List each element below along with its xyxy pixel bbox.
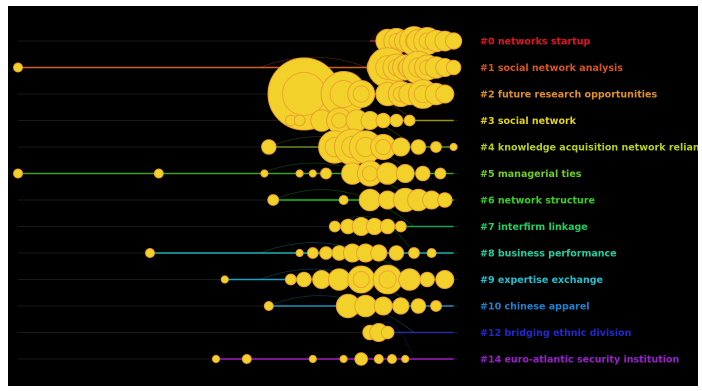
citation-nodes (13, 26, 463, 366)
citation-node[interactable] (312, 270, 332, 289)
citation-node[interactable] (449, 142, 458, 152)
citation-node[interactable] (387, 354, 397, 364)
cluster-label[interactable]: #2 future research opportunities (480, 90, 657, 101)
citation-node[interactable] (379, 218, 396, 235)
timeline-panel: #0 networks startup #1 social network ana… (8, 6, 698, 386)
cluster-label[interactable]: #12 bridging ethnic division (480, 328, 632, 339)
citation-node[interactable] (308, 169, 317, 178)
citation-node[interactable] (339, 354, 348, 364)
citation-node[interactable] (445, 32, 463, 50)
citation-node[interactable] (380, 325, 395, 340)
cluster-label[interactable]: #10 chinese apparel (480, 302, 590, 313)
cluster-label[interactable]: #4 knowledge acquisition network relianc… (480, 143, 698, 154)
node-ring (378, 270, 397, 289)
cluster-label[interactable]: #1 social network analysis (480, 63, 623, 74)
citation-node[interactable] (419, 271, 435, 288)
citation-node[interactable] (437, 192, 453, 208)
citation-node[interactable] (261, 139, 277, 155)
citation-node[interactable] (284, 273, 297, 286)
citation-node[interactable] (430, 300, 442, 312)
node-ring (352, 270, 370, 289)
citation-node[interactable] (320, 167, 332, 180)
citation-node[interactable] (347, 265, 376, 294)
citation-node[interactable] (327, 268, 351, 291)
citation-node[interactable] (435, 270, 455, 289)
citation-node[interactable] (263, 301, 274, 311)
citation-node[interactable] (241, 354, 252, 364)
cluster-label[interactable]: #0 networks startup (480, 37, 590, 48)
citation-node[interactable] (375, 112, 391, 129)
citation-node[interactable] (445, 59, 462, 76)
citation-node[interactable] (260, 169, 269, 178)
citation-node[interactable] (430, 141, 442, 153)
citation-node[interactable] (372, 264, 403, 295)
cluster-labels: #0 networks startup #1 social network ana… (480, 37, 698, 366)
citation-node[interactable] (395, 164, 415, 183)
citation-node[interactable] (319, 246, 333, 260)
cluster-label[interactable]: #7 interfirm linkage (480, 222, 588, 233)
citation-node[interactable] (354, 294, 377, 318)
citation-node[interactable] (435, 84, 455, 104)
node-ring (375, 138, 392, 156)
citation-node[interactable] (13, 168, 23, 179)
citation-node[interactable] (295, 169, 304, 178)
citation-node[interactable] (211, 354, 221, 364)
citation-arc (273, 189, 415, 227)
cluster-timeline-view[interactable]: #0 networks startup #1 social network ana… (8, 6, 698, 386)
citation-node[interactable] (373, 296, 393, 316)
cluster-label[interactable]: #8 business performance (480, 249, 617, 260)
citation-node[interactable] (426, 248, 437, 258)
citation-node[interactable] (398, 268, 421, 291)
citation-node[interactable] (389, 113, 404, 128)
citation-node[interactable] (13, 62, 23, 73)
citation-node[interactable] (145, 248, 155, 258)
citation-node[interactable] (373, 354, 384, 364)
citation-node[interactable] (392, 297, 410, 315)
citation-node[interactable] (394, 220, 407, 233)
citation-node[interactable] (347, 80, 376, 108)
citation-node[interactable] (370, 244, 388, 262)
citation-node[interactable] (415, 165, 431, 182)
citation-node[interactable] (296, 271, 312, 288)
cluster-label[interactable]: #14 euro-atlantic security institution (480, 355, 680, 366)
citation-node[interactable] (391, 137, 411, 157)
citation-node[interactable] (388, 245, 405, 261)
citation-node[interactable] (358, 188, 382, 212)
citation-node[interactable] (306, 247, 319, 259)
citation-node[interactable] (338, 195, 349, 205)
cluster-label[interactable]: #9 expertise exchange (480, 275, 603, 286)
citation-node[interactable] (153, 168, 164, 179)
citation-node[interactable] (354, 352, 369, 366)
citation-node[interactable] (293, 114, 306, 127)
citation-node[interactable] (376, 162, 399, 185)
cluster-label[interactable]: #3 social network (480, 116, 577, 127)
citation-node[interactable] (403, 114, 416, 127)
citation-node[interactable] (410, 298, 427, 314)
citation-node[interactable] (401, 354, 410, 364)
citation-node[interactable] (295, 248, 304, 258)
citation-node[interactable] (408, 247, 420, 259)
citation-node[interactable] (308, 354, 317, 364)
citation-node[interactable] (267, 194, 280, 206)
cluster-label[interactable]: #6 network structure (480, 196, 595, 207)
citation-node[interactable] (434, 167, 447, 180)
citation-node[interactable] (328, 220, 341, 233)
citation-arc (259, 162, 415, 201)
cluster-label[interactable]: #5 managerial ties (480, 169, 582, 180)
citation-node[interactable] (410, 139, 427, 155)
node-ring (352, 85, 370, 103)
citation-node[interactable] (220, 275, 229, 284)
